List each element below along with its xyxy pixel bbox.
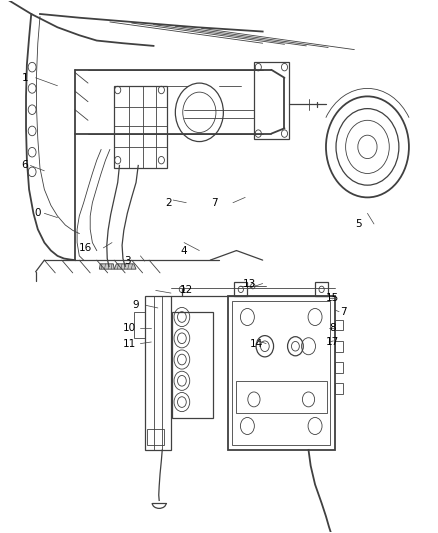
Text: 11: 11: [123, 338, 136, 349]
Text: 0: 0: [35, 208, 41, 219]
Bar: [335, 383, 343, 394]
Bar: [147, 429, 164, 445]
Bar: [315, 282, 328, 296]
Text: 2: 2: [166, 198, 172, 208]
Text: 3: 3: [124, 256, 131, 266]
Text: 12: 12: [180, 286, 193, 295]
Text: 16: 16: [79, 243, 92, 253]
Bar: [145, 296, 171, 450]
Text: 5: 5: [355, 219, 362, 229]
Text: 17: 17: [326, 337, 339, 347]
Bar: [232, 301, 330, 445]
Text: 15: 15: [326, 293, 339, 303]
Bar: [172, 312, 213, 418]
Polygon shape: [114, 264, 136, 269]
Bar: [228, 296, 335, 450]
Text: 7: 7: [211, 198, 218, 208]
Text: 7: 7: [340, 306, 347, 317]
Text: 1: 1: [21, 73, 28, 83]
Bar: [335, 362, 343, 373]
Text: 10: 10: [123, 322, 136, 333]
Bar: [335, 320, 343, 330]
Text: 9: 9: [133, 300, 139, 310]
Text: 14: 14: [250, 338, 263, 349]
Text: 4: 4: [181, 246, 187, 255]
Bar: [234, 282, 247, 296]
Polygon shape: [99, 264, 114, 269]
Bar: [114, 86, 166, 168]
Text: 13: 13: [243, 279, 256, 288]
Bar: [335, 341, 343, 352]
Bar: [236, 381, 327, 413]
Bar: [254, 62, 289, 139]
Text: 6: 6: [21, 160, 28, 171]
Text: 8: 8: [329, 322, 336, 333]
Bar: [134, 312, 145, 338]
